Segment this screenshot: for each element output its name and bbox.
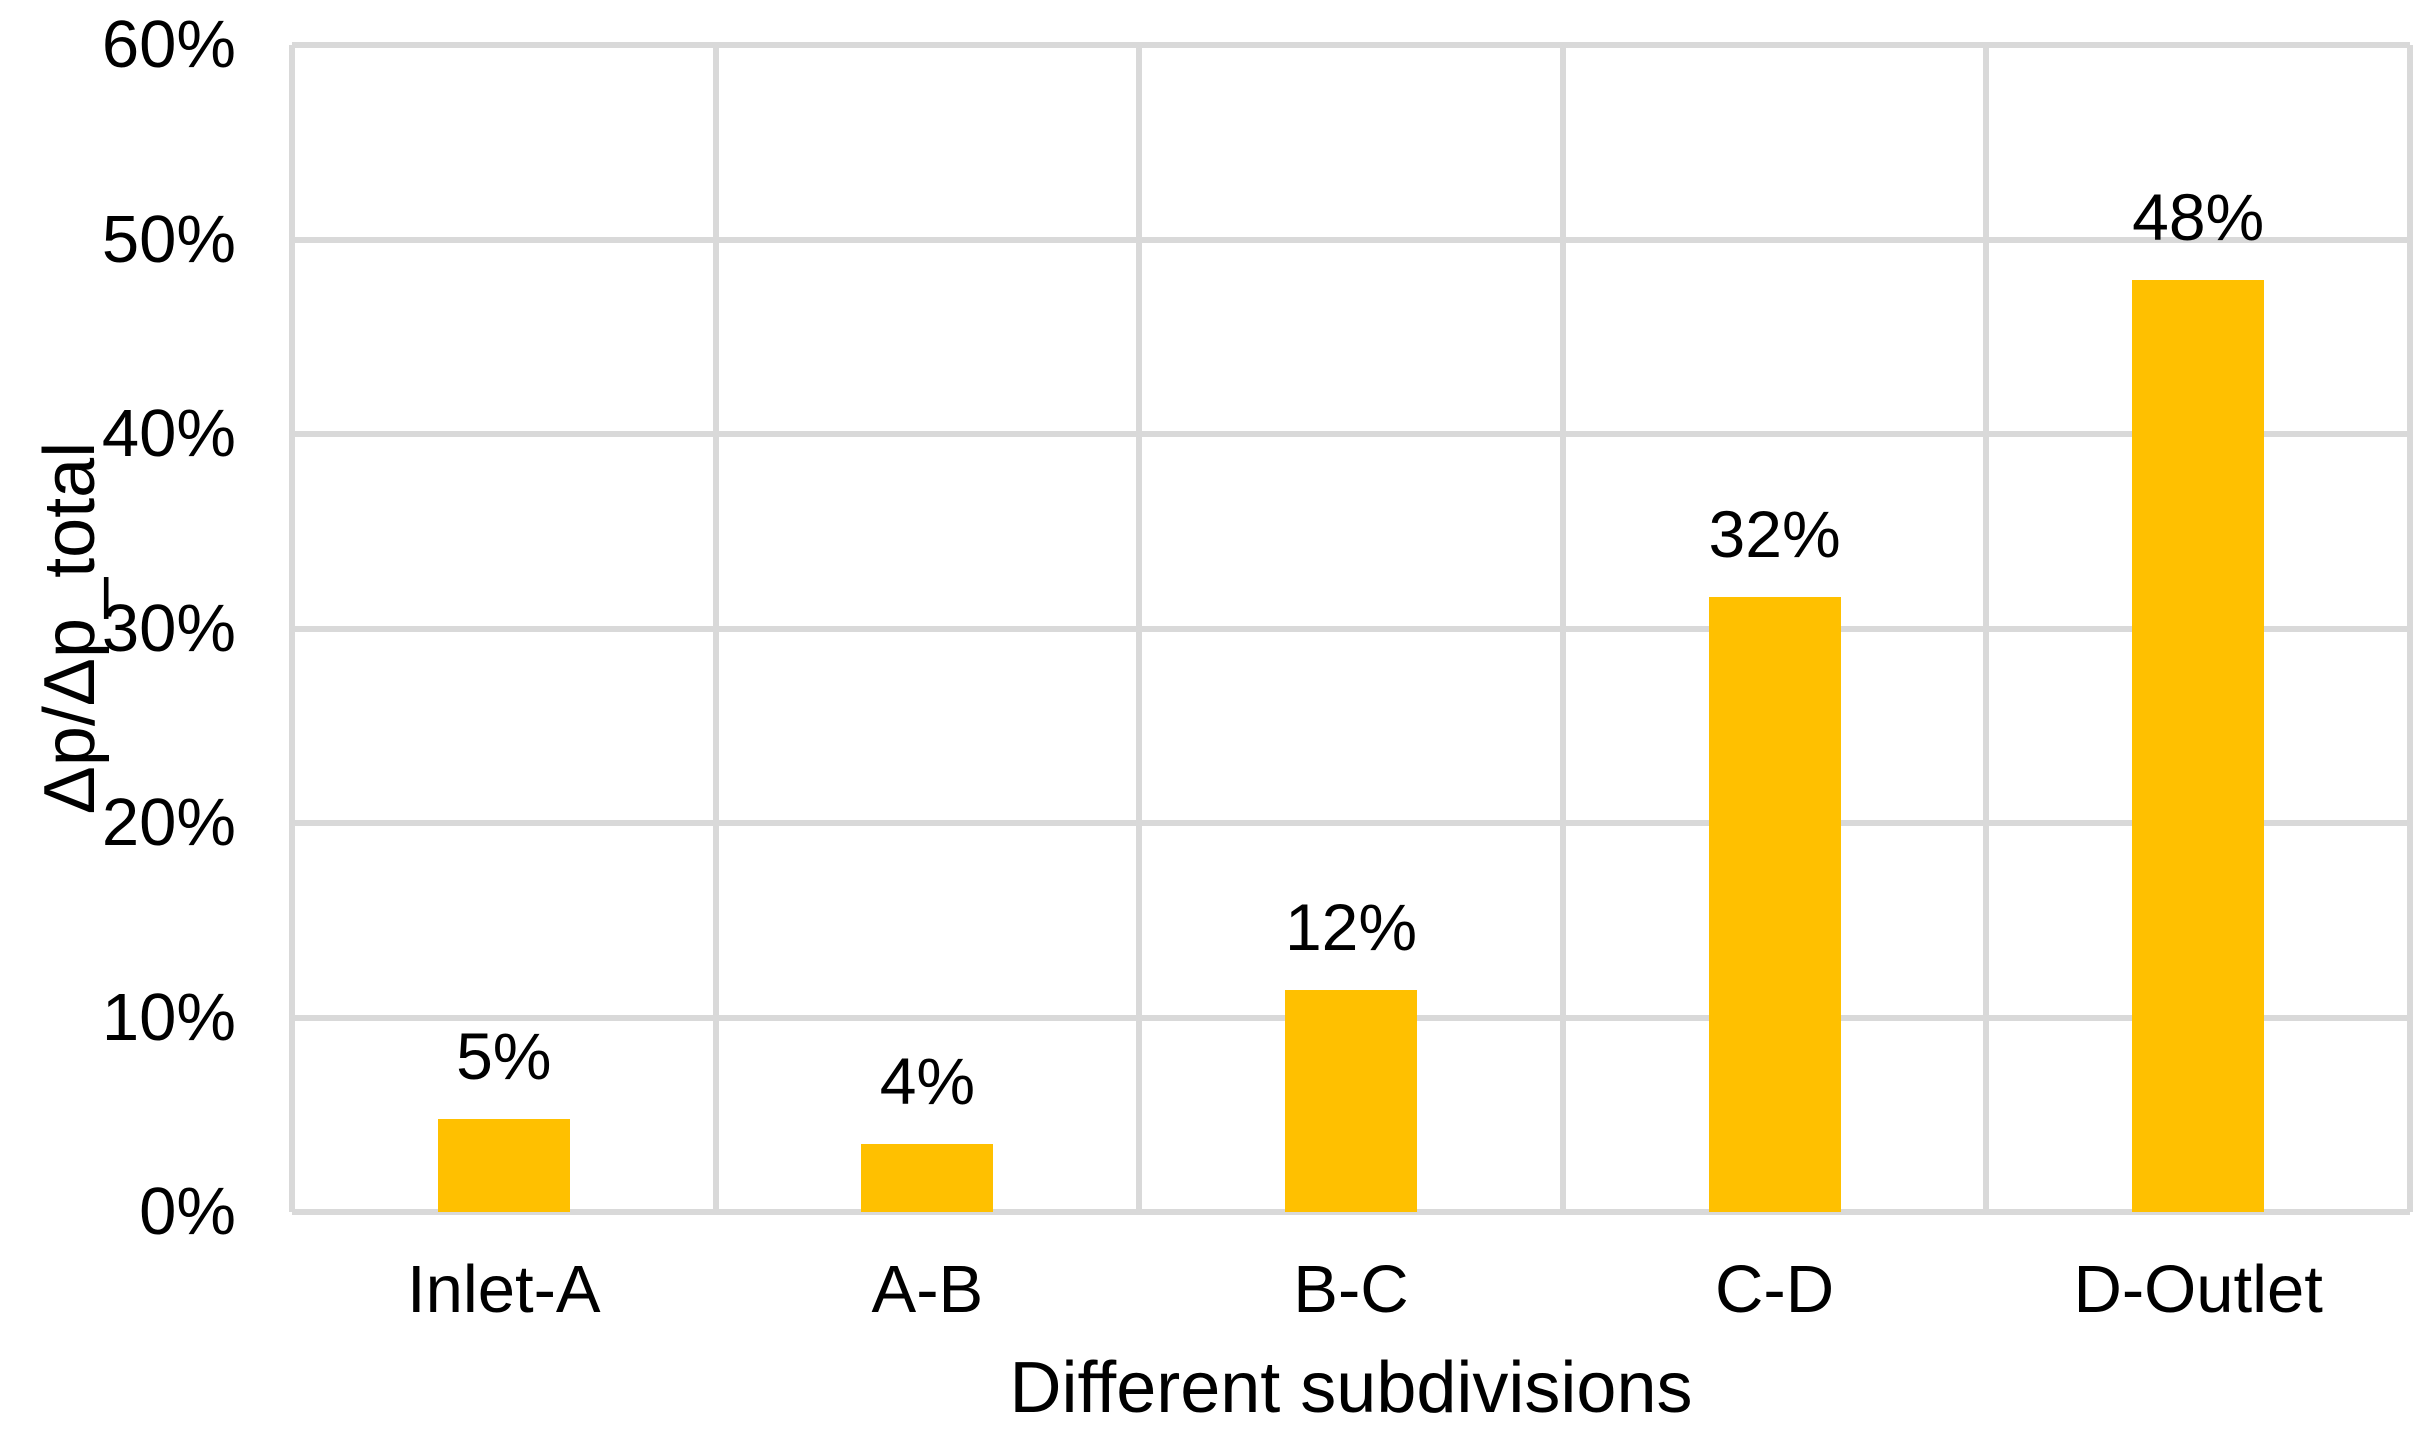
y-tick-label-60: 60%	[101, 7, 236, 83]
bar-data-label-d-outlet: 48%	[2132, 180, 2265, 255]
bar-b-c	[1285, 990, 1417, 1212]
y-axis-tick-labels: 0% 10% 20% 30% 40% 50% 60%	[0, 8, 236, 1248]
y-tick-label-50: 50%	[101, 201, 236, 277]
x-category-label-a-b: A-B	[871, 1252, 984, 1327]
y-tick-label-0: 0%	[139, 1174, 236, 1250]
y-tick-label-30: 30%	[101, 590, 236, 666]
bar-data-label-b-c: 12%	[1284, 890, 1418, 965]
plot-area: 5% 4% 12% 32% 48%	[289, 42, 2413, 1215]
x-category-label-inlet-a: Inlet-A	[406, 1252, 601, 1327]
gridline-horizontal	[292, 236, 2410, 243]
bar-d-outlet	[2132, 280, 2265, 1212]
bar-inlet-a	[437, 1118, 570, 1212]
x-axis-line	[292, 1209, 2410, 1215]
gridline-horizontal	[292, 42, 2410, 48]
x-category-label-b-c: B-C	[1293, 1252, 1409, 1327]
gridline-vertical	[1983, 45, 1990, 1212]
bar-c-d	[1708, 597, 1841, 1212]
y-tick-label-20: 20%	[101, 785, 236, 861]
x-category-label-c-d: C-D	[1715, 1252, 1835, 1327]
y-axis-line	[289, 45, 295, 1212]
x-category-label-d-outlet: D-Outlet	[2073, 1252, 2323, 1327]
bar-a-b	[861, 1143, 994, 1212]
gridline-horizontal	[292, 820, 2410, 826]
gridline-horizontal	[292, 625, 2410, 632]
bar-data-label-c-d: 32%	[1708, 497, 1841, 572]
x-axis-title: Different subdivisions	[1009, 1348, 1693, 1428]
y-tick-label-10: 10%	[101, 979, 236, 1055]
gridline-vertical	[1559, 45, 1566, 1212]
gridline-vertical	[2407, 45, 2413, 1212]
bar-data-label-a-b: 4%	[879, 1043, 976, 1118]
y-tick-label-40: 40%	[101, 396, 236, 472]
bar-data-label-inlet-a: 5%	[456, 1018, 552, 1093]
gridline-vertical	[712, 45, 719, 1212]
gridline-vertical	[1136, 45, 1143, 1212]
gridline-horizontal	[292, 431, 2410, 437]
